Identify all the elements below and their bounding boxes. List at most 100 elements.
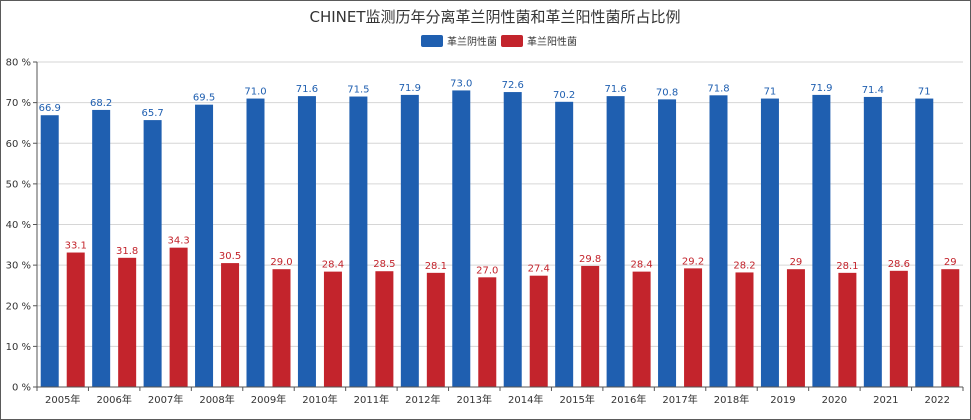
x-tick-label: 2015年 [559,393,594,406]
x-tick-label: 2009年 [251,393,286,406]
bar-value-label: 29.2 [682,256,704,267]
x-tick-label: 2019 [770,395,795,406]
bar [606,96,625,387]
bar [658,99,677,387]
bar [297,96,316,387]
bar-value-label: 71.8 [707,83,729,94]
bar [426,272,445,387]
bar [221,263,240,387]
bar-value-label: 69.5 [193,93,215,104]
bar [349,96,368,387]
y-tick-label: 50 % [6,179,31,190]
bar [838,272,857,387]
grid-lines [37,61,963,347]
bar-value-label: 71.6 [604,84,626,95]
bar [889,270,908,387]
bar-value-label: 28.4 [322,260,344,271]
bar-value-label: 71.0 [244,87,266,98]
bar [478,277,497,387]
x-tick-label: 2022 [925,395,950,406]
bar-value-label: 29 [790,257,803,268]
legend-label: 革兰阴性菌 [447,35,497,48]
x-tick-label: 2012年 [405,393,440,406]
bar [709,95,728,387]
x-tick-label: 2008年 [199,393,234,406]
y-tick-label: 30 % [6,261,31,272]
bar-value-label: 28.1 [836,261,858,272]
bar-value-label: 66.9 [39,103,61,114]
bar [195,104,214,387]
bar-value-label: 71.6 [296,84,318,95]
bar [400,94,419,387]
bar-value-label: 34.3 [167,236,189,247]
chart-title: CHINET监测历年分离革兰阴性菌和革兰阳性菌所占比例 [309,8,680,26]
bar-value-label: 71 [918,87,931,98]
bar [735,272,754,387]
bar-value-label: 31.8 [116,246,138,257]
bar-value-label: 70.8 [656,87,678,98]
bar [786,269,805,387]
bar [555,101,574,387]
bar-value-label: 71.4 [862,85,884,96]
bar-value-label: 71.5 [347,85,369,96]
bar-value-label: 29.0 [270,257,292,268]
bar-value-label: 71 [764,87,777,98]
bars: 66.9 33.1 68.2 31.8 65.7 34.3 69.5 30.5 71.0 29.0… [39,78,960,387]
bar [323,271,342,387]
y-tick-label: 40 % [6,220,31,231]
legend-label: 革兰阳性菌 [527,35,577,48]
bar [915,98,934,387]
bar [581,265,600,387]
bar [863,96,882,387]
bar [452,90,471,387]
bar [66,252,85,387]
bar [246,98,265,387]
bar [118,257,137,387]
bar-value-label: 71.9 [399,83,421,94]
y-tick-label: 10 % [6,342,31,353]
bar [169,247,188,387]
legend-swatch [421,35,443,47]
bar [812,94,831,387]
legend: 革兰阴性菌 革兰阳性菌 [421,35,577,48]
bar-value-label: 65.7 [141,108,163,119]
bar [503,92,522,387]
y-tick-label: 0 % [12,383,31,394]
x-tick-label: 2018年 [714,393,749,406]
y-tick-label: 20 % [6,301,31,312]
x-tick-label: 2020 [822,395,847,406]
bar [684,268,703,387]
bar [92,109,111,387]
x-tick-label: 2013年 [457,393,492,406]
bar-value-label: 73.0 [450,78,472,89]
x-tick-label: 2007年 [148,393,183,406]
bar [760,98,779,387]
bar [632,271,651,387]
bar [40,115,59,387]
x-tick-label: 2011年 [354,393,389,406]
bar-value-label: 28.4 [630,260,652,271]
bar [143,120,162,387]
bar-value-label: 30.5 [219,251,241,262]
x-tick-label: 2014年 [508,393,543,406]
x-tick-label: 2005年 [45,393,80,406]
bar [272,269,291,387]
bar-value-label: 68.2 [90,98,112,109]
x-tick-label: 2010年 [302,393,337,406]
bar-value-label: 29.8 [579,254,601,265]
legend-swatch [501,35,523,47]
bar-value-label: 70.2 [553,90,575,101]
bar-value-label: 28.5 [373,259,395,270]
y-tick-label: 70 % [6,98,31,109]
bar-value-label: 28.1 [425,261,447,272]
x-tick-label: 2006年 [96,393,131,406]
bar-value-label: 72.6 [502,80,524,91]
x-tick-label: 2016年 [611,393,646,406]
bar-value-label: 29 [944,257,957,268]
y-tick-label: 60 % [6,139,31,150]
bar [375,271,394,387]
bar-value-label: 27.4 [528,264,550,275]
y-tick-label: 80 % [6,58,31,69]
axes: 0 % 10 % 20 % 30 % 40 % 50 % 60 % 70 % 80 % 2005年… [6,58,964,406]
